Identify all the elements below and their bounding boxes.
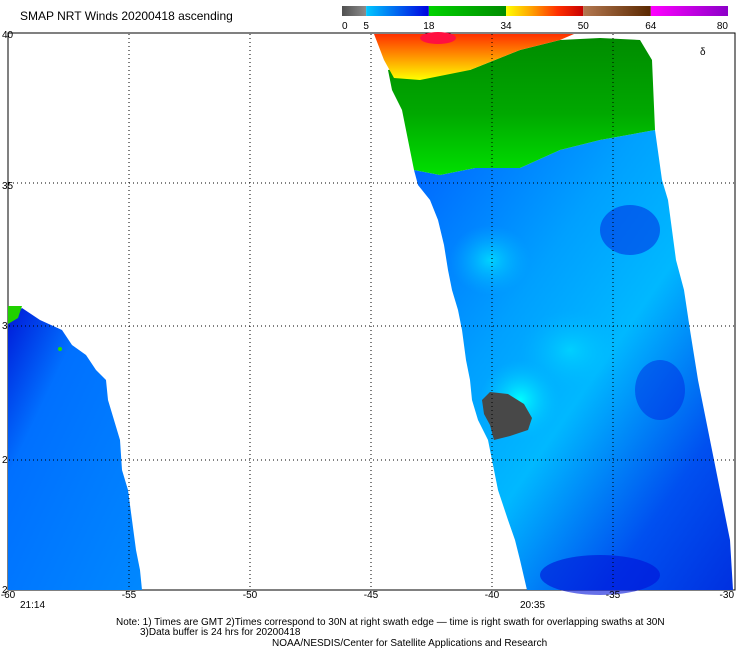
longitude-tick-label: -30 <box>720 590 735 601</box>
colorbar-segment <box>428 6 507 16</box>
latitude-tick-label: 2 <box>2 455 8 466</box>
longitude-tick-label: -55 <box>122 590 137 601</box>
note-line-1: Note: 1) Times are GMT 2)Times correspon… <box>116 617 665 628</box>
colorbar-tick-label: 18 <box>423 21 435 32</box>
longitude-tick-labels: -60 -55 -50 -45 -40 -35 -30 <box>1 590 735 601</box>
chart-title: SMAP NRT Winds 20200418 ascending <box>20 9 233 23</box>
latitude-tick-label: 35 <box>2 181 14 192</box>
colorbar-segment <box>506 6 584 16</box>
left-swath-green <box>8 306 22 324</box>
colorbar-segment <box>366 6 429 16</box>
pass-time-left: 21:14 <box>20 600 46 611</box>
colorbar-segment <box>342 6 367 16</box>
dark-blue-patch <box>635 360 685 420</box>
colorbar-tick-label: 80 <box>717 21 729 32</box>
longitude-tick-label: -50 <box>243 590 258 601</box>
wind-speed-colorbar: 0 5 18 34 50 64 80 <box>342 6 729 32</box>
cyan-wind-patch <box>520 310 620 390</box>
longitude-tick-label: -45 <box>364 590 379 601</box>
colorbar-tick-label: 0 <box>342 21 348 32</box>
corner-glyph: δ <box>700 47 706 58</box>
left-swath-blue <box>8 308 142 590</box>
colorbar-segment <box>650 6 728 16</box>
latitude-tick-labels: 40 35 3 2 2 <box>2 30 14 596</box>
latitude-tick-label: 40 <box>2 30 14 41</box>
dark-blue-patch <box>600 205 660 255</box>
longitude-tick-label: -40 <box>485 590 500 601</box>
colorbar-tick-label: 50 <box>578 21 590 32</box>
longitude-tick-label: -35 <box>606 590 621 601</box>
colorbar-segment <box>583 6 651 16</box>
colorbar-tick-label: 5 <box>363 21 369 32</box>
latitude-tick-label: 3 <box>2 321 8 332</box>
left-swath-green-dot <box>58 347 62 351</box>
dark-blue-patch <box>540 555 660 595</box>
right-swath-high-wind <box>374 34 574 80</box>
colorbar-tick-label: 34 <box>500 21 512 32</box>
colorbar-tick-label: 64 <box>645 21 657 32</box>
latitude-tick-label: 2 <box>2 585 8 596</box>
note-line-2: 3)Data buffer is 24 hrs for 20200418 <box>140 627 301 638</box>
graticule <box>9 34 734 589</box>
pass-time-right: 20:35 <box>520 600 546 611</box>
gray-low-wind-patch <box>482 392 532 440</box>
note-line-3: NOAA/NESDIS/Center for Satellite Applica… <box>272 638 548 649</box>
longitude-tick-label: -60 <box>1 590 16 601</box>
red-wind-core <box>420 32 456 44</box>
cyan-wind-patch <box>450 225 530 295</box>
